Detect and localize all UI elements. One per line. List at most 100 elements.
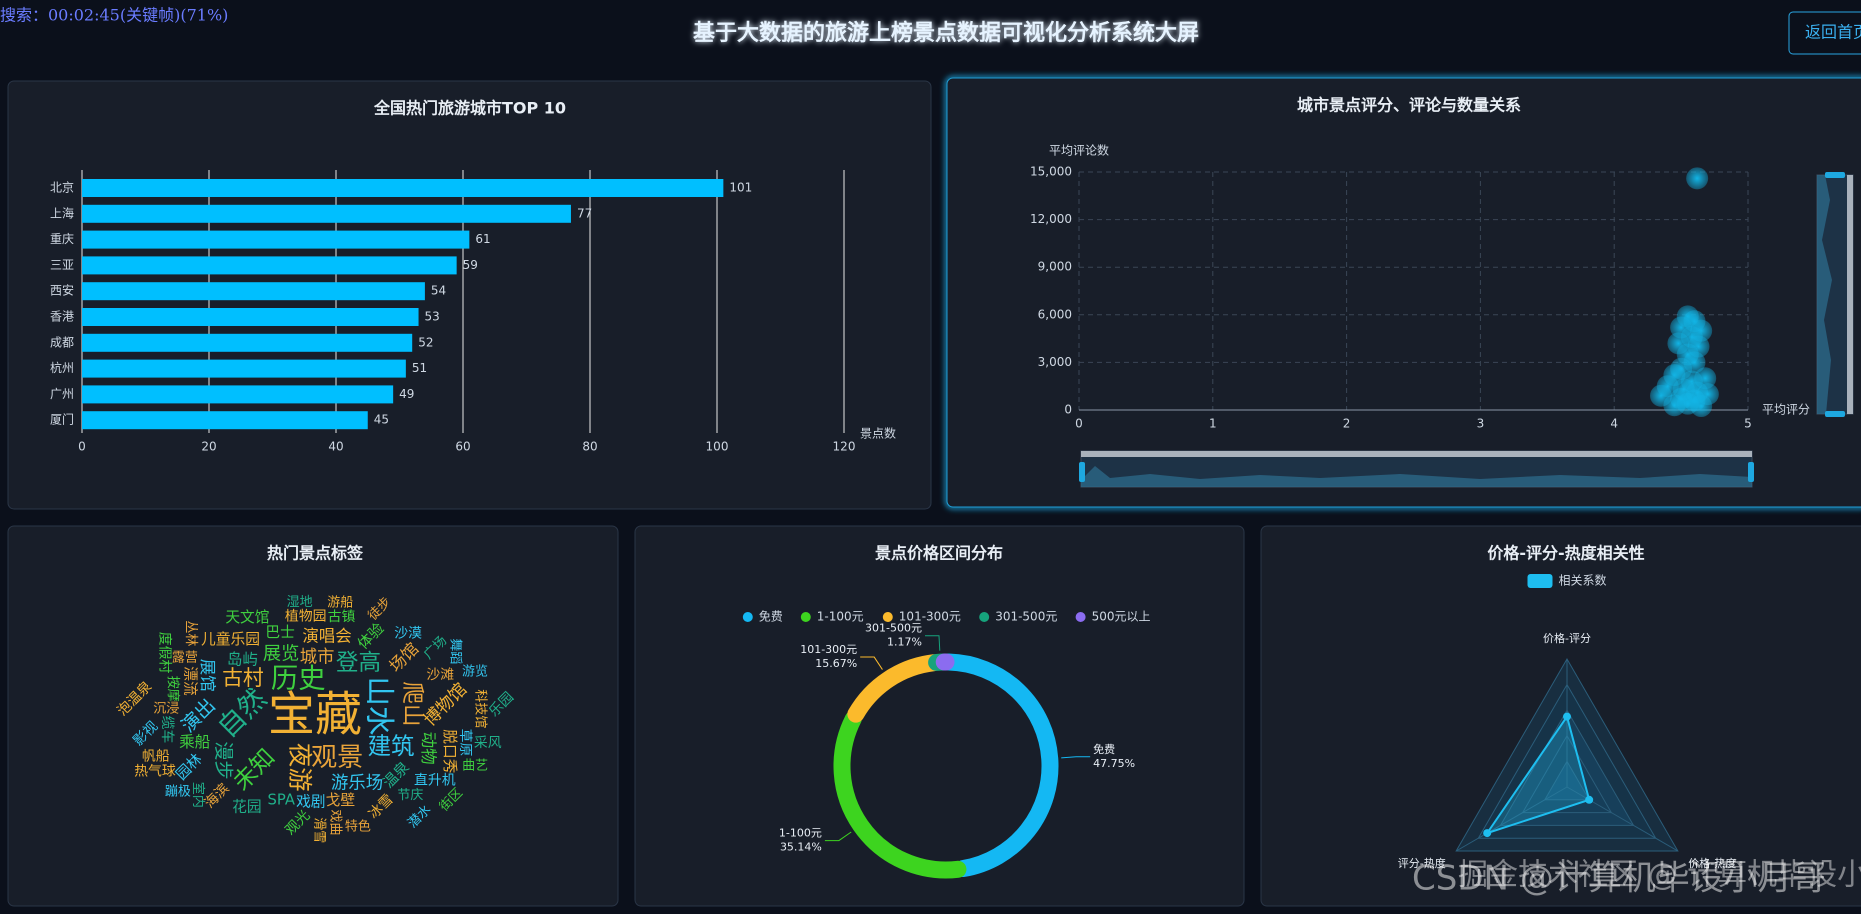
panel [7,525,619,907]
slider-handle[interactable] [1079,462,1085,482]
radar-indicator-label: 价格-评分 [1543,631,1591,645]
bar [82,385,394,404]
legend-marker [1527,574,1553,588]
slider-handle[interactable] [1748,462,1754,482]
y-tick-label: 成都 [50,335,74,349]
slice-label: 1-100元 [779,827,822,840]
slider-bar[interactable] [1081,451,1752,457]
legend-marker [882,612,893,622]
value-label: 54 [431,284,446,298]
y-tick-label: 9,000 [1038,260,1072,274]
slice-label: 101-300元 [800,643,857,656]
slider-handle[interactable] [1825,172,1845,178]
y-tick-label: 12,000 [1030,212,1072,226]
word: 戏剧 [296,794,325,811]
word: 巴士 [265,624,294,641]
word: 丛林 [183,620,198,646]
bar [82,333,413,352]
label-line [1061,756,1091,759]
word: 古镇 [328,609,356,625]
value-label: 61 [475,232,490,246]
word: 游船 [327,596,353,611]
word: 城市 [300,648,335,668]
donut-slice [847,654,943,723]
x-zoom-slider[interactable] [1079,450,1754,488]
x-tick-label: 1 [1209,417,1217,431]
value-label: 101 [729,181,752,195]
legend-label: 相关系数 [1559,573,1607,588]
legend-label: 1-100元 [817,610,864,624]
y-tick-label: 香港 [50,310,74,324]
bar [82,204,571,223]
word: 夜游 [285,743,314,792]
word: 建筑 [368,732,415,760]
word: 展览 [263,643,299,664]
bar [82,359,406,378]
word: 露营 [172,651,198,666]
chart-title: 价格-评分-热度相关性 [1487,544,1644,563]
radar-spoke [1566,786,1679,852]
slider-handle[interactable] [1825,411,1845,417]
radar-point [1585,795,1594,804]
word: 沙漠 [394,625,422,641]
x-tick-label: 20 [201,440,216,454]
panel [946,77,1861,508]
chart-title: 全国热门旅游城市TOP 10 [373,99,566,118]
word: 登高 [336,650,381,676]
radar-point [1563,712,1571,721]
value-label: 51 [412,361,427,375]
slice-value-label: 1.17% [887,636,922,649]
label-line [860,656,883,670]
slider-preview [1081,466,1752,487]
x-tick-label: 80 [582,440,597,454]
word: 游乐场 [331,773,383,793]
x-tick-label: 40 [328,440,343,454]
y-tick-label: 厦门 [50,412,74,427]
slice-value-label: 47.75% [1093,757,1135,770]
watermark: 掘金技术社区 @ 计算机毕设小月哥 [1458,858,1861,893]
word: 山水 [362,676,396,735]
word: 度假村 [156,632,172,674]
word: 漂流 [181,666,198,696]
word: 草原 [457,729,473,757]
word: 游览 [462,664,488,680]
bar [82,282,425,301]
value-label: 77 [577,206,592,220]
donut-slice [940,653,1059,878]
word: 植物园 [285,608,327,624]
word: 缆车 [159,716,176,744]
y-tick-label: 西安 [50,283,74,298]
legend-label: 500元以上 [1092,610,1151,624]
scatter-point [1663,394,1686,417]
word: 节庆 [397,788,423,803]
legend-marker [1075,612,1086,622]
y-axis-label: 平均评论数 [1049,143,1109,158]
back-button[interactable] [1788,11,1861,55]
word: 岛屿 [227,651,258,669]
value-label: 45 [374,413,389,427]
y-tick-label: 广州 [50,387,74,401]
x-axis-label: 景点数 [860,426,896,441]
word: 特色 [345,818,371,834]
x-tick-label: 4 [1610,417,1618,431]
slider-bar[interactable] [1847,175,1853,414]
word: 演唱会 [302,627,351,646]
y-zoom-slider[interactable] [1816,172,1854,417]
word: 室内 [190,782,206,808]
back-button-label[interactable]: 返回首页 [1805,23,1861,42]
scatter-point [1686,167,1709,190]
y-tick-label: 杭州 [50,360,74,375]
y-tick-label: 6,000 [1038,307,1072,321]
slider-preview [1817,175,1832,414]
word: 沉浸 [153,701,179,716]
y-tick-label: 三亚 [50,258,74,272]
x-tick-label: 60 [455,440,470,454]
y-tick-label: 上海 [50,205,74,220]
x-tick-label: 3 [1477,417,1485,431]
x-tick-label: 120 [833,440,856,454]
x-tick-label: 100 [706,440,729,454]
word: 儿童乐园 [201,630,260,648]
legend-label: 101-300元 [899,610,961,624]
